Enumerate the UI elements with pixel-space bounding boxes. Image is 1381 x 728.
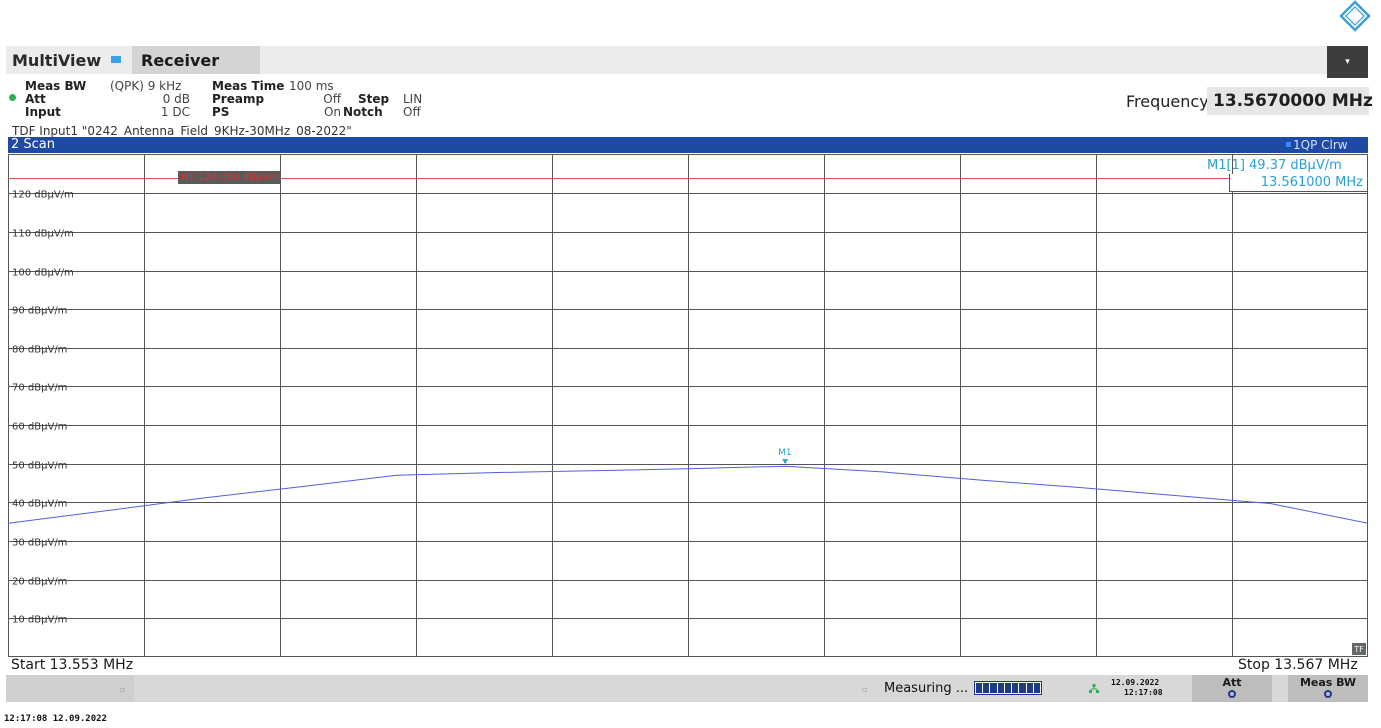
progress-segment (976, 683, 983, 693)
input-label: Input (25, 105, 61, 119)
stop-frequency: Stop 13.567 MHz (1238, 657, 1358, 673)
y-tick-label: 10 dBµV/m (12, 615, 67, 626)
trace-label: 1QP Clrw (1293, 138, 1348, 152)
progress-segment (1004, 683, 1012, 693)
notch-label: Notch (343, 105, 383, 119)
progress-segment (990, 683, 997, 693)
input-value: 1 DC (160, 105, 190, 119)
status-arrow-icon[interactable]: ▫ (862, 685, 868, 694)
progress-segment (1012, 683, 1019, 693)
y-tick-label: 110 dBµV/m (12, 229, 74, 240)
ps-value: On (323, 105, 341, 119)
rs-logo-icon (1339, 0, 1371, 32)
marker-label: M1 (778, 448, 792, 458)
left-arrow-icon[interactable]: ▫ (120, 685, 126, 694)
step-label: Step (358, 92, 390, 106)
notch-value: Off (403, 105, 421, 119)
progress-segment (1026, 683, 1033, 693)
trace-indicator-icon (1286, 142, 1291, 147)
att-button-label: Att (1222, 676, 1242, 689)
ps-label: PS (212, 105, 230, 119)
dropdown-button[interactable]: ▾ (1327, 46, 1368, 78)
y-tick-label: 100 dBµV/m (12, 268, 74, 279)
meas-time-value: 100 ms (289, 79, 334, 93)
status-date: 12.09.2022 (1111, 678, 1160, 687)
meas-bw-button[interactable]: Meas BW (1288, 675, 1368, 702)
att-value: 0 dB (162, 92, 190, 106)
meas-bw-value: (QPK) 9 kHz (110, 79, 182, 93)
att-label: Att (25, 92, 46, 106)
step-value: LIN (403, 92, 423, 106)
att-status-dot-icon (9, 94, 16, 101)
att-circle-icon (1228, 690, 1236, 698)
scan-chart[interactable]: 120 dBµV/m 110 dBµV/m 100 dBµV/m 90 dBµV/m 8… (8, 154, 1368, 657)
preamp-label: Preamp (212, 92, 265, 106)
meas-bw-circle-icon (1324, 690, 1332, 698)
trace-line (8, 465, 1368, 524)
progress-bar (974, 681, 1042, 695)
y-tick-label: 70 dBµV/m (12, 383, 67, 394)
tdf-input-line: TDF Input1 "0242_Antenna_Field_9KHz-30MH… (12, 124, 352, 138)
tf-badge: TF (1352, 643, 1366, 655)
progress-segment (983, 683, 990, 693)
meas-bw-button-label: Meas BW (1299, 676, 1357, 689)
att-button[interactable]: Att (1192, 675, 1272, 702)
y-tick-label: 40 dBµV/m (12, 499, 67, 510)
scan-title-bar[interactable] (8, 137, 1368, 153)
scan-title: 2 Scan (11, 137, 56, 152)
y-tick-label: 50 dBµV/m (12, 461, 67, 472)
preamp-value: Off (323, 92, 341, 106)
footer-timestamp: 12:17:08 12.09.2022 (4, 714, 107, 724)
marker-frequency: 13.561000 MHz (1229, 174, 1367, 192)
frequency-label: Frequency (1126, 92, 1209, 111)
receiver-tab[interactable]: Receiver (132, 46, 260, 74)
multiview-tab[interactable]: MultiView (12, 50, 102, 70)
progress-segment (997, 683, 1004, 693)
limit-line-label: H1 124.000 dBµV/m (178, 171, 280, 184)
status-time: 12:17:08 (1124, 688, 1163, 697)
y-tick-label: 80 dBµV/m (12, 345, 67, 356)
measuring-status: Measuring ... (884, 681, 969, 696)
progress-segment (1019, 683, 1026, 693)
chevron-down-icon: ▾ (1345, 57, 1350, 67)
network-icon (1089, 684, 1099, 693)
meas-time-label: Meas Time (212, 79, 285, 93)
status-bar-left-panel (6, 675, 134, 702)
marker-triangle-icon[interactable] (782, 459, 789, 465)
y-tick-label: 30 dBµV/m (12, 538, 67, 549)
y-tick-label: 120 dBµV/m (12, 190, 74, 201)
y-tick-label: 60 dBµV/m (12, 422, 67, 433)
progress-segment (1033, 683, 1040, 693)
multiview-grid-icon (111, 56, 121, 63)
frequency-value[interactable]: 13.5670000 MHz (1207, 87, 1373, 115)
marker-readout: M1[1] 49.37 dBµV/m (1207, 158, 1342, 173)
y-tick-label: 20 dBµV/m (12, 577, 67, 588)
meas-bw-label: Meas BW (25, 79, 87, 93)
status-bar (6, 675, 1368, 702)
start-frequency: Start 13.553 MHz (11, 657, 134, 673)
y-tick-label: 90 dBµV/m (12, 306, 67, 317)
